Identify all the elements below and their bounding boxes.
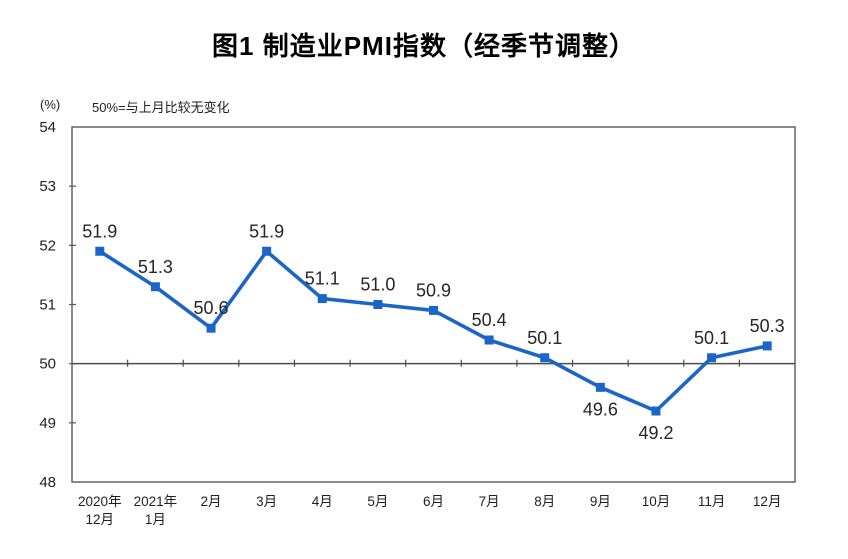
svg-text:50.1: 50.1 [694, 328, 729, 348]
svg-text:49.6: 49.6 [583, 399, 618, 419]
svg-text:51.9: 51.9 [82, 221, 117, 241]
svg-text:11月: 11月 [698, 494, 726, 509]
svg-text:51.3: 51.3 [138, 257, 173, 277]
svg-text:4月: 4月 [312, 494, 333, 509]
svg-text:49: 49 [39, 415, 56, 432]
svg-text:54: 54 [39, 119, 56, 136]
svg-text:49.2: 49.2 [638, 423, 673, 443]
y-axis: 48 49 50 51 52 53 54 [39, 119, 76, 491]
svg-text:51.0: 51.0 [360, 275, 395, 295]
svg-text:7月: 7月 [479, 494, 500, 509]
svg-text:51.9: 51.9 [249, 221, 284, 241]
reference-line-note: 50%=与上月比较无变化 [92, 100, 230, 115]
svg-text:50: 50 [39, 356, 56, 373]
svg-text:9月: 9月 [590, 494, 611, 509]
chart-title: 图1 制造业PMI指数（经季节调整） [212, 31, 636, 61]
x-axis-labels: 2020年 12月 2021年 1月 2月 3月 4月 5月 6月 7月 8月 9月 10月 11月 12月 [78, 494, 781, 527]
data-labels: 51.9 51.3 50.6 51.9 51.1 51.0 50.9 50.4 50.1 49.6… [82, 221, 784, 443]
reference-line [72, 359, 795, 367]
svg-text:5月: 5月 [367, 494, 388, 509]
svg-text:50.3: 50.3 [750, 316, 785, 336]
svg-text:1月: 1月 [145, 512, 166, 527]
svg-text:52: 52 [39, 237, 56, 254]
svg-text:12月: 12月 [753, 494, 782, 509]
svg-text:12月: 12月 [86, 512, 115, 527]
svg-text:2020年: 2020年 [78, 494, 122, 509]
svg-text:10月: 10月 [642, 494, 671, 509]
svg-text:50.4: 50.4 [472, 310, 507, 330]
svg-text:50.6: 50.6 [194, 298, 229, 318]
svg-text:51.1: 51.1 [305, 269, 340, 289]
svg-text:51: 51 [39, 297, 56, 314]
svg-text:6月: 6月 [423, 494, 444, 509]
svg-text:2021年: 2021年 [134, 494, 178, 509]
y-axis-unit-label: (%) [40, 97, 61, 112]
svg-text:50.1: 50.1 [527, 328, 562, 348]
svg-text:48: 48 [39, 474, 56, 491]
svg-text:50.9: 50.9 [416, 280, 451, 300]
svg-text:8月: 8月 [534, 494, 555, 509]
svg-text:2月: 2月 [201, 494, 222, 509]
series-line [98, 249, 769, 413]
series-markers [95, 246, 772, 416]
svg-text:3月: 3月 [256, 494, 277, 509]
svg-text:53: 53 [39, 178, 56, 195]
